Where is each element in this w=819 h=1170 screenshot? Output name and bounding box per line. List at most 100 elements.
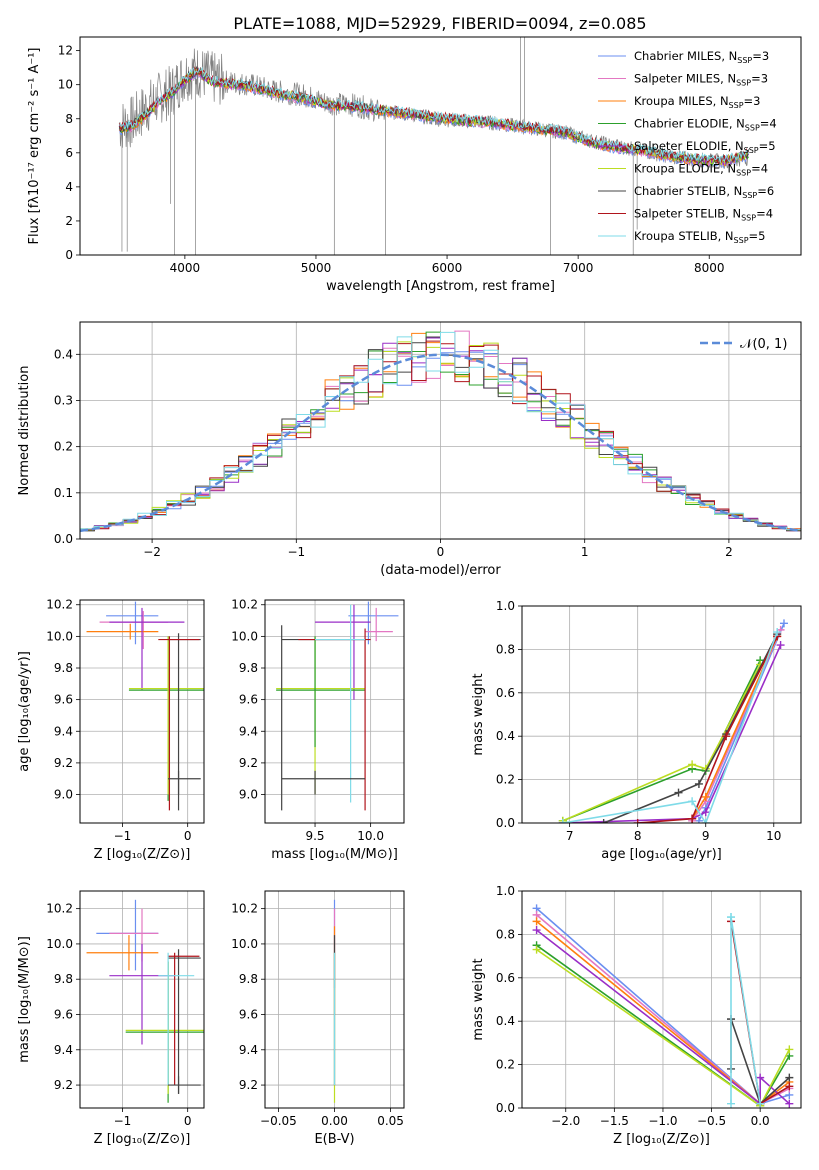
x-tick-label: −1 — [114, 829, 132, 843]
plot-area — [86, 899, 204, 1103]
legend: Chabrier MILES, NSSP=3 Salpeter MILES, NS… — [598, 49, 777, 245]
y-tick-label: 10.2 — [231, 902, 258, 916]
series-marker — [599, 819, 608, 823]
y-tick-label: 9.2 — [54, 1078, 73, 1092]
x-tick-label: 9 — [702, 829, 710, 843]
errorbar-kroupa-stelib — [315, 604, 366, 803]
y-tick-label: 0.2 — [496, 1058, 515, 1072]
legend-value: =4 — [760, 117, 777, 131]
series-line — [562, 631, 778, 823]
legend-entry: Kroupa ELODIE, NSSP=4 — [634, 162, 768, 178]
y-tick-label: 10.2 — [46, 598, 73, 612]
y-tick-label: 9.6 — [54, 693, 73, 707]
errorbar-salpeter-miles — [109, 908, 159, 962]
x-axis-label: Z [log₁₀(Z/Z⊙)] — [613, 1132, 710, 1147]
y-tick-label: 9.2 — [239, 756, 258, 770]
y-tick-label: 2 — [65, 214, 73, 228]
panel-residual_hist: −2 −1 0 1 2 0.0 0.1 0.2 0.3 0.4 (data-model)/error… — [17, 321, 802, 578]
errorbar-chabrier-stelib — [281, 625, 366, 811]
axes-frame — [264, 599, 405, 824]
y-tick-label: 9.4 — [54, 724, 73, 738]
y-tick-label: 6 — [65, 146, 73, 160]
errorbar-kroupa-elodie — [125, 961, 204, 1094]
errorbar-chabrier-stelib — [168, 949, 201, 1094]
y-tick-label: 10.0 — [46, 937, 73, 951]
x-tick-label: 8 — [634, 829, 642, 843]
legend-value: =3 — [744, 94, 761, 108]
x-tick-label: 4000 — [170, 261, 201, 275]
y-tick-label: 0.4 — [54, 347, 73, 361]
x-tick-label: 7 — [566, 829, 574, 843]
x-tick-label: 0 — [184, 829, 192, 843]
y-tick-label: 9.4 — [239, 1043, 258, 1057]
legend-subscript: SSP — [744, 146, 759, 155]
panel-massweight_vs_age: 7 8 9 10 0.0 0.2 0.4 0.6 0.8 1.0 age [log₁₀(age/yr… — [471, 599, 802, 862]
x-axis-label: E(B-V) — [314, 1132, 354, 1147]
y-tick-label: 9.6 — [239, 1007, 258, 1021]
series-marker — [727, 1099, 736, 1108]
hist-kroupa-stelib — [80, 331, 801, 539]
y-tick-label: 9.8 — [54, 972, 73, 986]
x-tick-label: −0.5 — [697, 1114, 726, 1128]
y-axis-label: age [log₁₀(age/yr)] — [17, 651, 32, 772]
errorbar-salpeter-elodie — [109, 607, 185, 691]
x-axis-label: Z [log₁₀(Z/Z⊙)] — [94, 847, 191, 862]
series-marker — [688, 797, 697, 806]
errorbar-salpeter-stelib — [158, 636, 200, 811]
series-marker — [688, 814, 697, 823]
x-tick-label: 2 — [725, 545, 733, 559]
errorbar-salpeter-miles — [365, 607, 393, 642]
y-tick-label: 9.8 — [239, 972, 258, 986]
series-marker — [722, 732, 731, 741]
y-axis-label: mass weight — [471, 673, 486, 755]
errorbar-chabrier-elodie — [276, 636, 366, 748]
errorbar-salpeter-stelib — [298, 628, 371, 811]
panels: 4000 5000 6000 7000 8000024681012wavelength … — [17, 36, 802, 1147]
x-tick-label: −2.0 — [551, 1114, 580, 1128]
y-tick-label: 8 — [65, 112, 73, 126]
normal-curve — [80, 353, 801, 533]
axes-frame — [79, 321, 802, 540]
legend-entry: Chabrier MILES, NSSP=3 — [634, 49, 769, 65]
plot-area — [80, 330, 801, 539]
x-tick-label: −1 — [287, 545, 305, 559]
axes-frame — [264, 890, 405, 1109]
plot-area — [558, 619, 788, 823]
y-tick-label: 9.0 — [54, 788, 73, 802]
legend-entry: Kroupa MILES, NSSP=3 — [634, 94, 760, 110]
plot-area — [86, 601, 204, 811]
y-tick-label: 0.1 — [54, 486, 73, 500]
panel-mass_vs_ebv: −0.05 0.00 0.05 9.2 9.4 9.6 9.8 10.0 10.2 E(B-V) — [231, 890, 405, 1147]
legend: 𝒩(0, 1) — [700, 337, 787, 352]
x-tick-label: −2 — [143, 545, 161, 559]
series-line — [730, 916, 761, 1104]
series-marker — [694, 816, 703, 823]
x-axis-label: mass [log₁₀(M/M⊙)] — [271, 847, 398, 862]
series-salpeter-stelib — [633, 632, 782, 823]
x-tick-label: 0.05 — [377, 1114, 404, 1128]
y-tick-label: 4 — [65, 180, 73, 194]
legend-entry: Salpeter MILES, NSSP=3 — [634, 72, 768, 88]
y-tick-label: 9.2 — [239, 1078, 258, 1092]
series-marker — [633, 819, 642, 823]
series-marker — [688, 760, 697, 769]
series-marker — [756, 1073, 765, 1082]
x-tick-label: 0 — [184, 1114, 192, 1128]
y-tick-label: 9.6 — [54, 1007, 73, 1021]
x-tick-label: 0 — [437, 545, 445, 559]
series-marker — [785, 1082, 794, 1091]
y-tick-label: 0.8 — [496, 642, 515, 656]
series-marker — [558, 819, 567, 823]
y-tick-label: 10 — [58, 78, 73, 92]
series-salpeter-elodie — [558, 641, 785, 823]
x-tick-label: 8000 — [694, 261, 725, 275]
series-marker — [701, 808, 710, 817]
plot-area — [118, 37, 750, 255]
axes-frame — [79, 599, 205, 824]
series-marker — [756, 1099, 765, 1108]
errorbar-kroupa-stelib — [158, 952, 195, 1086]
panel-mass_vs_Z: −1 0 9.2 9.4 9.6 9.8 10.0 10.2 Z [log₁₀(Z/Z⊙)] ma… — [17, 890, 205, 1147]
series-kroupa-stelib — [727, 913, 765, 1108]
grid — [265, 600, 404, 823]
legend-subscript: SSP — [729, 101, 744, 110]
